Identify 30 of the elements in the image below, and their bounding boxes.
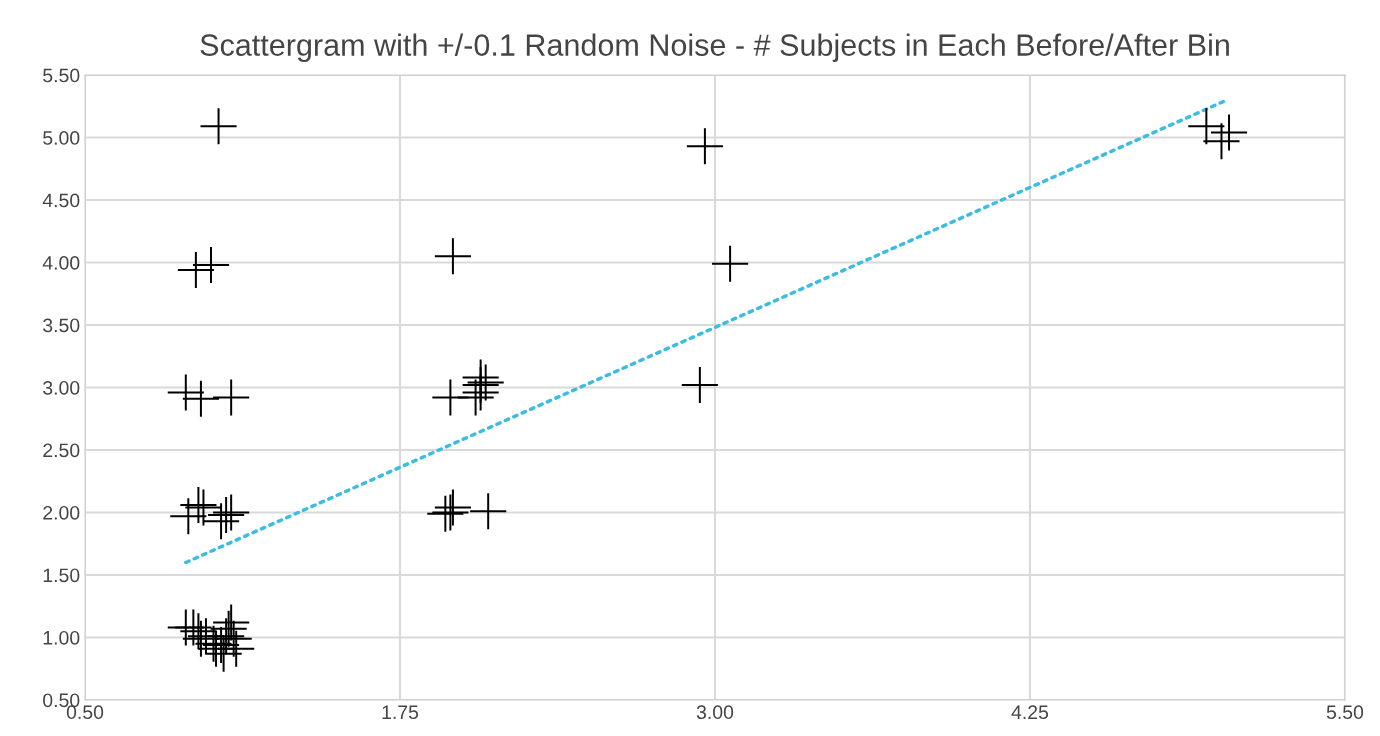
x-tick-label: 4.25	[1011, 705, 1049, 720]
point	[192, 246, 230, 284]
point	[205, 635, 242, 672]
y-tick-label: 3.00	[43, 380, 80, 395]
point	[200, 108, 237, 145]
y-tick-label: 1.50	[43, 568, 80, 583]
point	[1203, 123, 1240, 160]
chart-title: Scattergram with +/-0.1 Random Noise - # Subjects in Each Before/After Bin	[200, 33, 1229, 62]
point	[1210, 114, 1248, 151]
x-tick-label: 1.75	[382, 705, 419, 720]
point	[1188, 108, 1225, 145]
y-tick-label: 2.00	[43, 505, 80, 520]
point	[434, 238, 471, 275]
point	[177, 251, 214, 289]
point	[470, 493, 507, 530]
point	[182, 380, 219, 417]
x-tick-label: 5.50	[1326, 705, 1364, 720]
point	[218, 630, 255, 667]
y-tick-label: 3.50	[43, 318, 80, 333]
y-tick-label: 4.00	[42, 256, 80, 270]
point	[712, 245, 749, 282]
y-tick-label: 2.50	[43, 443, 80, 458]
point	[213, 604, 250, 641]
y-tick-label: 5.50	[43, 68, 80, 83]
point	[686, 128, 723, 165]
x-tick-label: 3.00	[696, 705, 734, 720]
point	[681, 366, 718, 404]
y-tick-label: 4.50	[42, 193, 80, 208]
y-tick-label: 1.00	[43, 630, 80, 645]
y-tick-label: 5.00	[43, 131, 80, 145]
